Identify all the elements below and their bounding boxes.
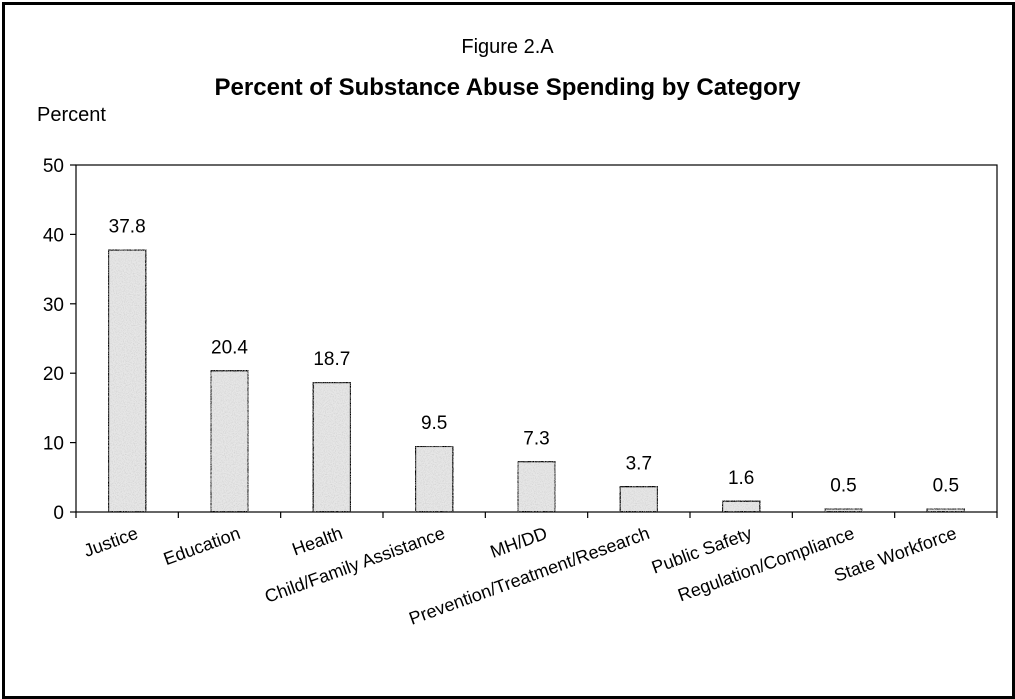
data-label: 37.8	[109, 217, 146, 238]
y-axis-label: Percent	[37, 104, 106, 126]
y-tick-label: 40	[43, 225, 64, 246]
y-tick-label: 50	[43, 156, 64, 177]
bar	[721, 499, 762, 513]
bar	[823, 507, 864, 513]
bar	[107, 248, 148, 513]
category-label: Regulation/Compliance	[675, 523, 857, 605]
figure-label: Figure 2.A	[461, 36, 554, 58]
bar	[618, 485, 659, 513]
bar	[209, 369, 250, 514]
data-label: 1.6	[728, 468, 754, 489]
y-tick-label: 0	[53, 503, 64, 524]
y-tick-label: 20	[43, 364, 64, 385]
category-label: Justice	[81, 523, 140, 561]
data-labels: 37.8 20.4 18.7 9.5 7.3 3.7 1.6 0.5 0.5	[109, 217, 959, 497]
bar	[311, 381, 352, 513]
bars	[107, 248, 966, 514]
data-label: 18.7	[313, 349, 350, 370]
data-label: 0.5	[830, 476, 856, 497]
data-label: 3.7	[626, 453, 652, 474]
y-tick-label: 30	[43, 295, 64, 316]
data-label: 0.5	[933, 476, 959, 497]
category-label: Health	[289, 523, 345, 560]
bar	[925, 507, 966, 513]
data-label: 9.5	[421, 413, 447, 434]
category-label: MH/DD	[488, 523, 550, 562]
category-label: Child/Family Assistance	[262, 523, 447, 607]
data-label: 7.3	[523, 428, 549, 449]
category-label: Education	[161, 523, 243, 569]
bar	[414, 445, 455, 514]
chart-title: Percent of Substance Abuse Spending by C…	[214, 74, 801, 101]
data-label: 20.4	[211, 337, 248, 358]
bar	[516, 460, 557, 514]
y-tick-label: 10	[43, 434, 64, 455]
